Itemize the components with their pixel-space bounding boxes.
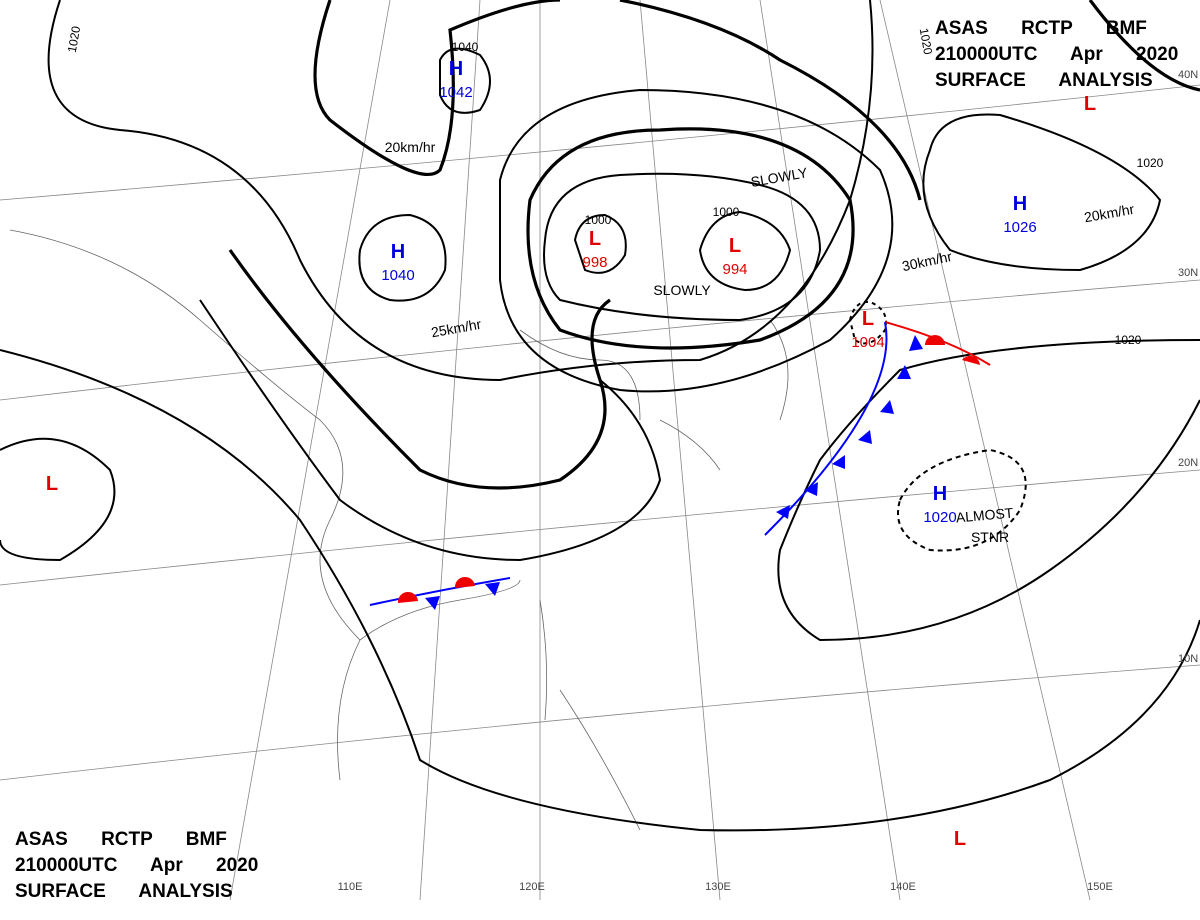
center-pressure: 998 [582,254,607,271]
motion-label: SLOWLY [653,282,711,298]
center-symbol: L [954,828,966,850]
center-pressure: 994 [722,261,747,278]
isobar-label: 1020 [1115,333,1142,347]
isobar-label: 1000 [713,205,740,219]
longitude-label: 140E [890,881,916,893]
center-symbol: L [862,308,874,330]
center-pressure: 1004 [851,334,884,351]
isobar-label: 1020 [1137,156,1164,170]
isobars [0,0,1200,832]
latitude-label: 10N [1178,653,1198,665]
motion-label: STNR [971,529,1009,545]
footer-line: SURFACE ANALYSIS [15,881,233,902]
center-symbol: L [1084,93,1096,115]
center-symbol: H [449,58,463,80]
center-symbol: L [589,228,601,250]
center-pressure: 1020 [923,509,956,526]
isobar-label: 1000 [585,213,612,227]
footer-line: ASAS RCTP BMF [15,829,227,850]
longitude-label: 150E [1087,881,1113,893]
center-pressure: 1040 [381,267,414,284]
motion-label: ALMOST [955,505,1014,526]
latitude-label: 20N [1178,457,1198,469]
isobar-label: 1040 [452,40,479,54]
latitude-label: 40N [1178,69,1198,81]
isobar-label: 1020 [65,25,83,54]
header-line: SURFACE ANALYSIS [935,70,1153,91]
center-symbol: H [1013,193,1027,215]
longitude-label: 130E [705,881,731,893]
center-symbol: H [933,483,947,505]
header-line: ASAS RCTP BMF [935,18,1147,39]
motion-label: 20km/hr [385,139,436,155]
longitude-label: 110E [338,881,363,893]
fronts [369,321,991,610]
header-line: 210000UTC Apr 2020 [935,44,1178,65]
footer-line: 210000UTC Apr 2020 [15,855,258,876]
center-symbol: H [391,241,405,263]
center-symbol: L [729,235,741,257]
center-pressure: 1042 [439,84,472,101]
center-symbol: L [46,473,58,495]
latitude-label: 30N [1178,267,1198,279]
isobar-label: 1020 [917,27,935,56]
longitude-label: 120E [519,881,545,893]
coastlines [9,229,789,831]
center-pressure: 1026 [1003,219,1036,236]
